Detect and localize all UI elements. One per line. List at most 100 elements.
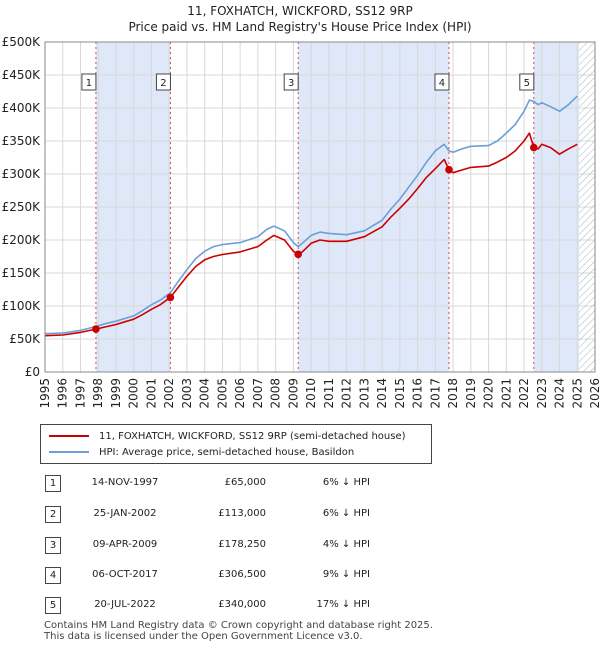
footer-license: This data is licensed under the Open Gov… (44, 631, 363, 642)
marker-label: 4 (439, 78, 445, 89)
footer-copyright: Contains HM Land Registry data © Crown c… (44, 620, 433, 631)
tx-price: £65,000 (224, 477, 266, 488)
x-tick-label: 2013 (357, 378, 371, 409)
y-tick-label: £50K (9, 332, 41, 346)
x-tick-label: 2006 (233, 378, 247, 409)
tx-num: 4 (45, 567, 61, 584)
tx-price: £306,500 (218, 569, 266, 580)
tx-price: £340,000 (218, 599, 266, 610)
forecast-hatch (579, 42, 595, 372)
x-tick-label: 2011 (322, 378, 336, 409)
chart-subtitle: Price paid vs. HM Land Registry's House … (128, 20, 472, 34)
transaction-point (166, 293, 175, 302)
marker-box (81, 73, 97, 91)
x-tick-label: 2001 (144, 378, 158, 409)
marker-box (283, 73, 299, 91)
tx-date: 20-JUL-2022 (94, 599, 156, 610)
tx-date: 25-JAN-2002 (93, 508, 157, 519)
x-tick-label: 2005 (215, 378, 229, 409)
y-tick-label: £450K (2, 68, 42, 82)
tx-date: 09-APR-2009 (92, 539, 158, 550)
x-tick-label: 1995 (38, 378, 52, 409)
y-tick-label: £150K (2, 266, 42, 280)
y-tick-label: £400K (2, 101, 42, 115)
price-chart: 1 2 3 4 5 £0 £50K £100K £150K £200K £250K £300K £35… (2, 35, 600, 409)
x-tick-label: 2002 (162, 378, 176, 409)
x-tick-label: 2022 (517, 378, 531, 409)
tx-num: 2 (45, 506, 61, 523)
tx-hpi: 17% ↓ HPI (316, 599, 370, 610)
x-tick-label: 2023 (535, 378, 549, 409)
marker-box (434, 73, 450, 91)
tx-num: 5 (45, 597, 61, 614)
y-tick-label: £300K (2, 167, 42, 181)
x-tick-label: 2008 (269, 378, 283, 409)
marker-label: 3 (288, 78, 294, 89)
marker-label: 1 (86, 78, 92, 89)
x-tick-label: 2020 (482, 378, 496, 409)
tx-hpi: 4% ↓ HPI (322, 539, 370, 550)
legend-label-hpi: HPI: Average price, semi-detached house,… (99, 446, 355, 458)
chart-title: 11, FOXHATCH, WICKFORD, SS12 9RP (187, 4, 413, 18)
x-tick-label: 1996 (56, 378, 70, 409)
x-tick-label: 2004 (198, 378, 212, 409)
x-tick-label: 2021 (499, 378, 513, 409)
table-row: 5 20-JUL-2022 £340,000 17% ↓ HPI (0, 597, 600, 617)
tx-num: 3 (45, 537, 61, 554)
x-tick-label: 1999 (109, 378, 123, 409)
y-tick-label: £350K (2, 134, 42, 148)
x-tick-label: 2007 (251, 378, 265, 409)
series-line-property (44, 132, 578, 337)
marker-label: 5 (524, 78, 530, 89)
table-row: 4 06-OCT-2017 £306,500 9% ↓ HPI (0, 567, 600, 587)
y-tick-label: £200K (2, 233, 42, 247)
x-tick-label: 2026 (588, 378, 600, 409)
x-tick-label: 2017 (428, 378, 442, 409)
x-tick-label: 2019 (464, 378, 478, 409)
transaction-point (294, 250, 302, 259)
y-tick-label: £250K (2, 200, 42, 214)
y-tick-label: £100K (2, 299, 42, 313)
tx-num: 1 (45, 475, 61, 492)
tx-price: £113,000 (218, 508, 266, 519)
y-tick-label: £0 (25, 365, 40, 379)
table-row: 1 14-NOV-1997 £65,000 6% ↓ HPI (0, 475, 600, 495)
plot-frame (44, 41, 596, 373)
marker-box (519, 73, 535, 91)
legend-item-hpi: HPI: Average price, semi-detached house,… (49, 445, 354, 459)
tx-date: 06-OCT-2017 (92, 569, 158, 580)
x-tick-label: 2000 (127, 378, 141, 409)
x-tick-label: 2018 (446, 378, 460, 409)
transaction-point (92, 325, 100, 333)
x-tick-label: 2014 (375, 378, 389, 409)
transaction-point (445, 165, 453, 174)
x-tick-label: 2016 (411, 378, 425, 409)
legend-label-property: 11, FOXHATCH, WICKFORD, SS12 9RP (semi-d… (99, 430, 406, 442)
tx-hpi: 9% ↓ HPI (322, 569, 370, 580)
footer: Contains HM Land Registry data © Crown c… (44, 620, 433, 642)
x-tick-label: 2003 (180, 378, 194, 409)
y-tick-label: £500K (2, 35, 42, 49)
x-tick-label: 2012 (340, 378, 354, 409)
legend-swatch-blue (49, 451, 89, 453)
marker-box (155, 73, 171, 91)
marker-label: 2 (160, 78, 166, 89)
transaction-point (529, 143, 538, 152)
tx-hpi: 6% ↓ HPI (322, 477, 370, 488)
x-tick-label: 2015 (393, 378, 407, 409)
legend-swatch-red (49, 435, 89, 437)
x-tick-label: 2024 (553, 378, 567, 409)
legend-item-property: 11, FOXHATCH, WICKFORD, SS12 9RP (semi-d… (49, 429, 406, 443)
tx-date: 14-NOV-1997 (91, 477, 159, 488)
table-row: 3 09-APR-2009 £178,250 4% ↓ HPI (0, 537, 600, 557)
table-row: 2 25-JAN-2002 £113,000 6% ↓ HPI (0, 506, 600, 526)
series-line-hpi (44, 95, 578, 335)
x-tick-label: 2025 (570, 378, 584, 409)
x-tick-label: 2009 (286, 378, 300, 409)
x-tick-label: 1998 (91, 378, 105, 409)
tx-hpi: 6% ↓ HPI (322, 508, 370, 519)
tx-price: £178,250 (218, 539, 266, 550)
legend: 11, FOXHATCH, WICKFORD, SS12 9RP (semi-d… (40, 424, 432, 464)
x-tick-label: 1997 (73, 378, 87, 409)
x-tick-label: 2010 (304, 378, 318, 409)
